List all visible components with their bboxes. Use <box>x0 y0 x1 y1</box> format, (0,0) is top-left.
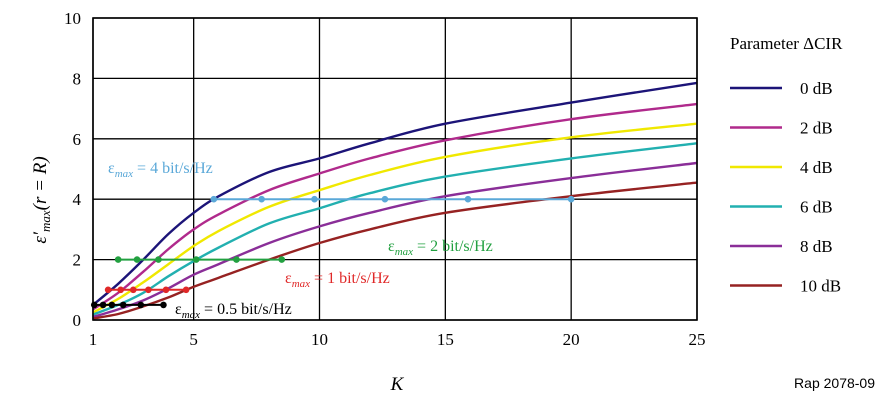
y-tick-label: 0 <box>73 311 82 330</box>
annotation-label: εmax = 1 bit/s/Hz <box>285 270 390 290</box>
x-tick-label: 5 <box>189 330 198 349</box>
annotation-marker <box>90 301 98 309</box>
legend-label: 10 dB <box>800 277 841 296</box>
y-tick-label: 4 <box>73 190 82 209</box>
annotation-marker <box>182 286 190 294</box>
x-tick-label: 20 <box>563 330 580 349</box>
y-tick-label: 10 <box>64 9 81 28</box>
annotation-marker <box>278 256 286 263</box>
annotation-marker <box>464 195 472 203</box>
legend-label: 8 dB <box>800 237 833 256</box>
annotation-marker <box>567 195 575 203</box>
annotation-lines <box>90 195 575 309</box>
legend-label: 4 dB <box>800 158 833 177</box>
legend: Parameter ΔCIR 0 dB 2 dB 4 dB 6 dB 8 dB 10 dB <box>730 34 843 296</box>
annotation-marker <box>129 286 137 294</box>
x-tick-label: 1 <box>89 330 98 349</box>
annotation-marker <box>137 301 145 309</box>
legend-title: Parameter ΔCIR <box>730 34 843 53</box>
x-tick-label: 25 <box>689 330 706 349</box>
figure-reference: Rap 2078-09 <box>794 375 875 391</box>
legend-label: 2 dB <box>800 119 833 138</box>
annotation-marker <box>258 195 265 203</box>
annotation-label: εmax = 0.5 bit/s/Hz <box>175 301 292 321</box>
annotation-label: εmax = 4 bit/s/Hz <box>108 160 213 180</box>
annotation-marker <box>145 286 152 294</box>
series-line-0-dB <box>92 81 698 306</box>
annotation-marker <box>119 301 127 309</box>
y-axis-title: ε′max(r = R) <box>30 156 53 243</box>
annotation-marker <box>160 301 167 309</box>
annotation-marker <box>108 301 116 309</box>
annotation-marker <box>155 256 162 263</box>
x-tick-label: 10 <box>311 330 328 349</box>
annotation-marker <box>162 286 170 294</box>
series-line-4-dB <box>92 122 698 314</box>
series-line-2-dB <box>92 102 698 311</box>
annotation-marker <box>311 195 318 203</box>
annotation-marker <box>233 256 240 263</box>
y-tick-label: 6 <box>73 130 82 149</box>
annotation-label: εmax = 2 bit/s/Hz <box>388 238 493 258</box>
annotation-marker <box>133 256 141 263</box>
annotation-marker <box>192 256 200 263</box>
annotation-marker <box>99 301 107 309</box>
y-tick-label: 8 <box>73 69 82 88</box>
annotation-marker <box>114 256 122 263</box>
x-axis-title: K <box>390 374 405 395</box>
curves <box>92 81 698 320</box>
annotation-marker <box>117 286 124 294</box>
plot-border <box>92 17 698 321</box>
plot-frame <box>92 17 698 321</box>
legend-label: 0 dB <box>800 79 833 98</box>
annotation-marker <box>210 195 218 203</box>
annotation-marker <box>381 195 389 203</box>
series-line-6-dB <box>92 142 698 316</box>
series-line-8-dB <box>92 161 698 319</box>
y-tick-label: 2 <box>73 251 82 270</box>
annotation-labels: εmax = 4 bit/s/Hz εmax = 2 bit/s/Hz εmax =… <box>108 160 493 321</box>
annotation-marker <box>104 286 112 294</box>
x-tick-label: 15 <box>437 330 454 349</box>
legend-label: 6 dB <box>800 198 833 217</box>
